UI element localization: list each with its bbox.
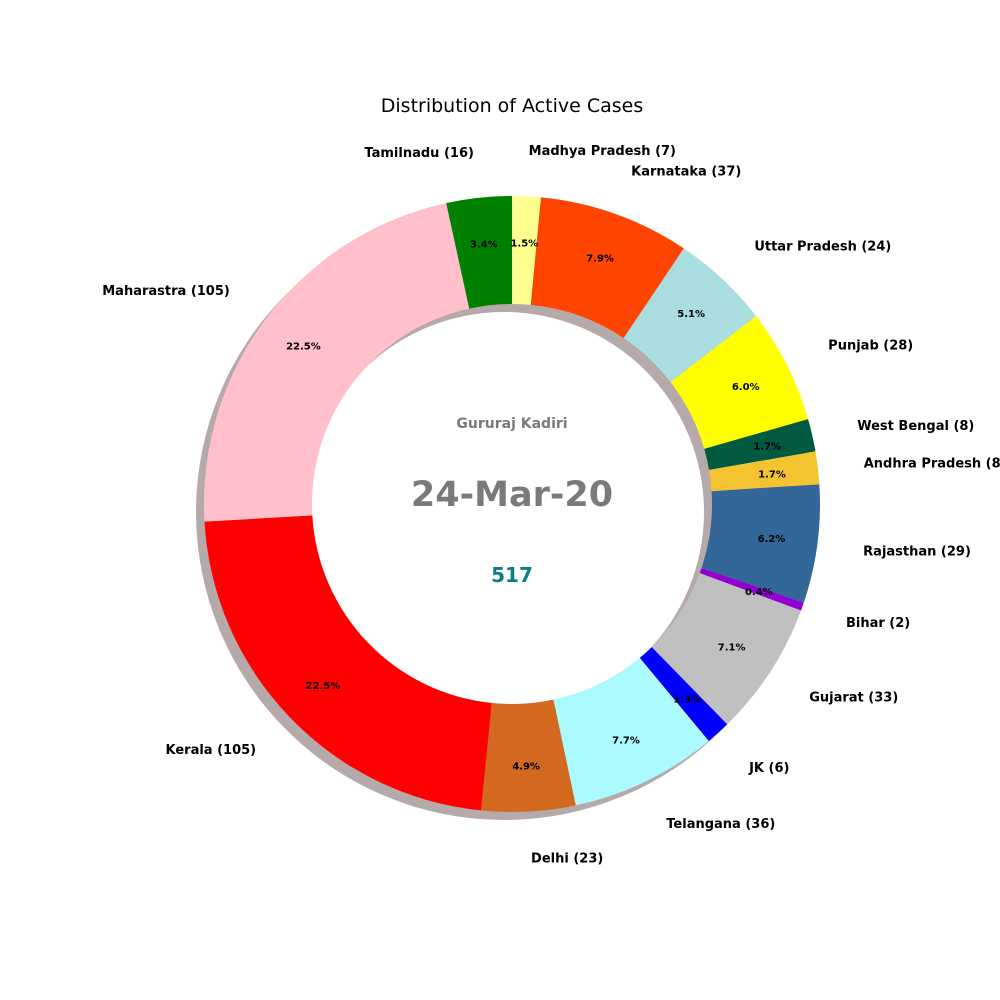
- pct-label-uttar-pradesh: 5.1%: [677, 309, 705, 320]
- slice-telangana: [553, 657, 709, 806]
- slice-label-uttar-pradesh: Uttar Pradesh (24): [754, 240, 891, 255]
- slice-madhya-pradesh: [512, 196, 541, 305]
- author-name: Gururaj Kadiri: [456, 416, 567, 432]
- slice-kerala: [204, 515, 492, 811]
- pct-label-maharastra: 22.5%: [286, 342, 321, 353]
- slice-label-karnataka: Karnataka (37): [631, 164, 741, 179]
- pct-label-west-bengal: 1.7%: [753, 441, 781, 452]
- slice-tamilnadu: [446, 196, 512, 309]
- slice-jk: [639, 647, 728, 741]
- slice-bihar: [699, 568, 804, 611]
- slice-labels: Madhya Pradesh (7) Karnataka (37) Uttar Pr…: [102, 144, 1000, 866]
- slice-gujarat: [651, 573, 801, 725]
- total-count: 517: [491, 563, 533, 587]
- pct-label-punjab: 6.0%: [732, 382, 760, 393]
- pct-label-rajasthan: 6.2%: [758, 534, 786, 545]
- slice-karnataka: [530, 197, 684, 339]
- slice-label-gujarat: Gujarat (33): [809, 691, 898, 706]
- pct-label-kerala: 22.5%: [306, 681, 341, 692]
- pct-label-karnataka: 7.9%: [586, 253, 614, 264]
- percentage-labels: 1.5% 7.9% 5.1% 6.0% 1.7% 1.7% 6.2% 0.4% 7.1% 1.3%…: [286, 238, 786, 772]
- slice-maharastra: [203, 203, 470, 522]
- pct-label-madhya-pradesh: 1.5%: [510, 238, 538, 249]
- slice-delhi: [480, 699, 576, 812]
- pct-label-jk: 1.3%: [673, 695, 701, 706]
- slice-west-bengal: [704, 419, 816, 470]
- slice-label-andhra-pradesh: Andhra Pradesh (8): [864, 456, 1000, 471]
- slice-label-maharastra: Maharastra (105): [102, 284, 230, 299]
- pct-label-delhi: 4.9%: [512, 761, 540, 772]
- slice-label-delhi: Delhi (23): [531, 852, 603, 867]
- slice-label-kerala: Kerala (105): [166, 743, 257, 758]
- chart-title: Distribution of Active Cases: [381, 95, 643, 117]
- pct-label-tamilnadu: 3.4%: [470, 240, 498, 251]
- pct-label-telangana: 7.7%: [612, 736, 640, 747]
- pct-label-gujarat: 7.1%: [718, 642, 746, 653]
- slice-label-tamilnadu: Tamilnadu (16): [364, 146, 474, 161]
- date-label: 24-Mar-20: [411, 475, 613, 515]
- pct-label-andhra-pradesh: 1.7%: [758, 469, 786, 480]
- slice-label-rajasthan: Rajasthan (29): [863, 544, 971, 559]
- slice-andhra-pradesh: [709, 451, 820, 492]
- donut-slices: [203, 196, 820, 812]
- pct-label-bihar: 0.4%: [745, 587, 773, 598]
- slice-label-west-bengal: West Bengal (8): [857, 419, 974, 434]
- slice-label-jk: JK (6): [748, 761, 789, 776]
- slice-uttar-pradesh: [623, 248, 757, 383]
- slice-label-telangana: Telangana (36): [666, 817, 775, 832]
- slice-label-madhya-pradesh: Madhya Pradesh (7): [529, 144, 676, 159]
- slice-label-punjab: Punjab (28): [828, 338, 913, 353]
- slice-label-bihar: Bihar (2): [846, 616, 910, 631]
- slice-punjab: [670, 316, 809, 449]
- slice-rajasthan: [701, 484, 820, 603]
